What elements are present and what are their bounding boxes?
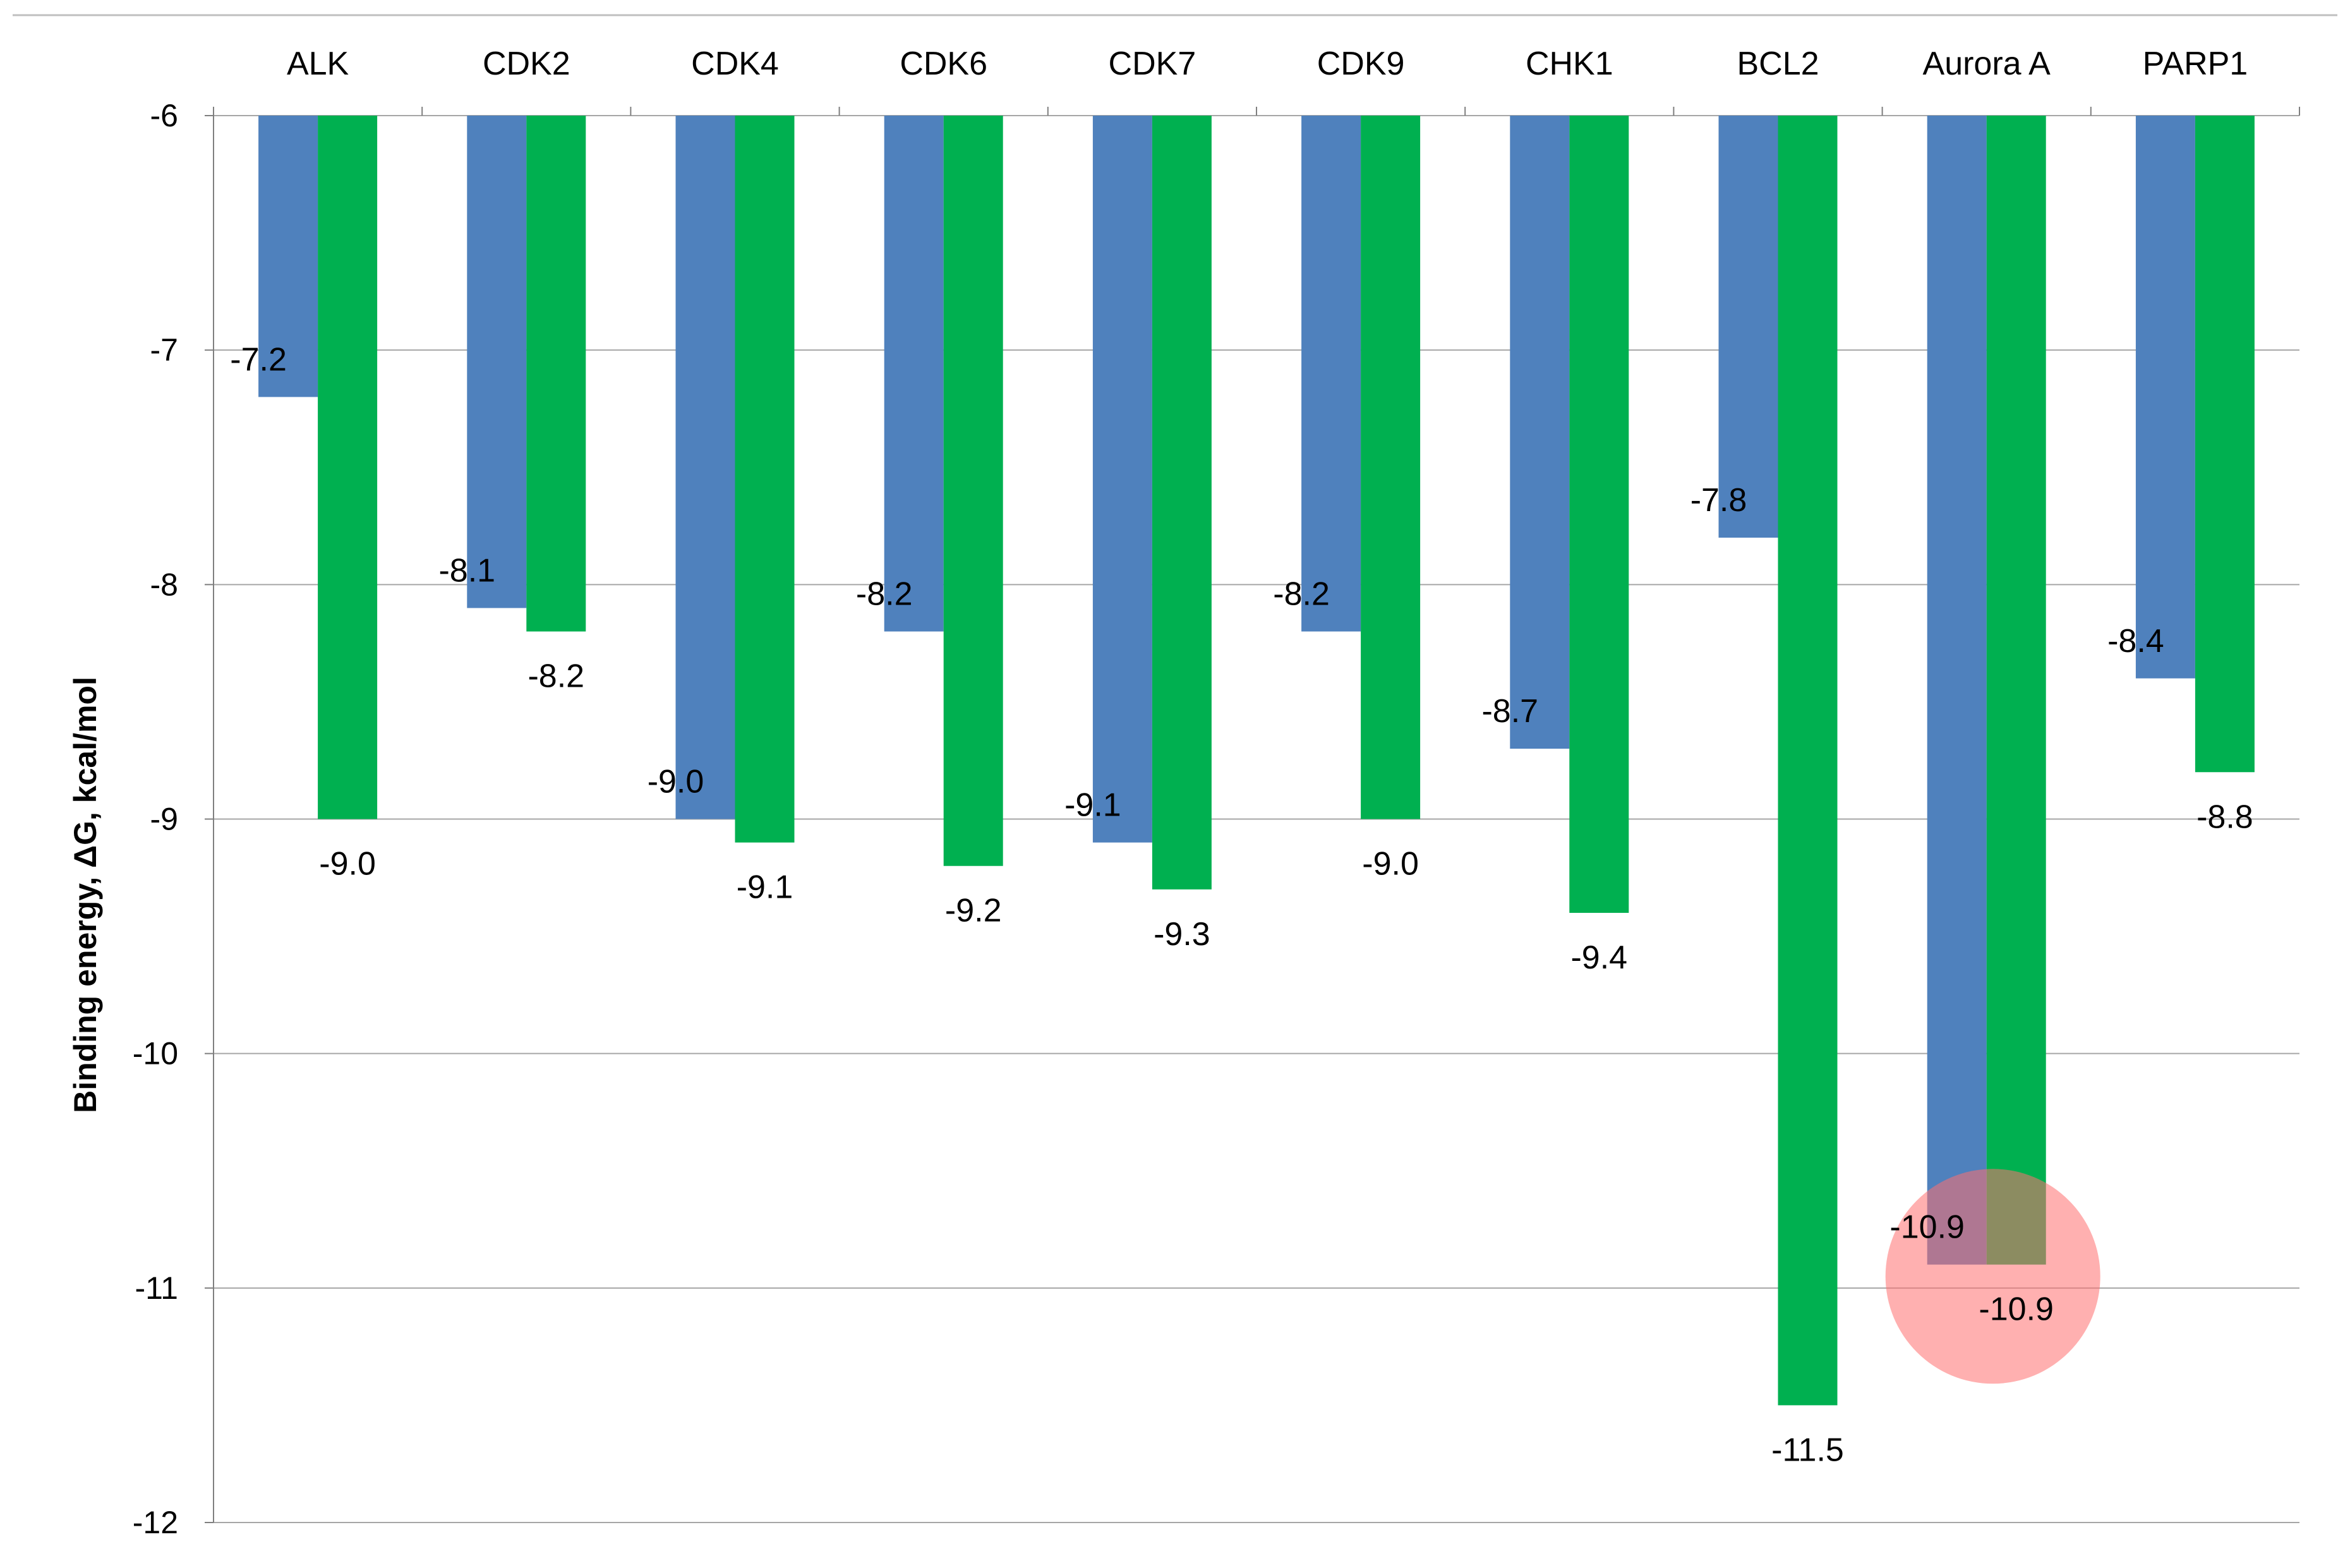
category-label: CDK6 bbox=[900, 45, 987, 82]
data-label-series-2: -10.9 bbox=[1979, 1291, 2054, 1328]
bar-green-aurora-a bbox=[1986, 116, 2046, 1265]
category-label: PARP1 bbox=[2143, 45, 2248, 82]
data-label-series-1: -9.1 bbox=[1064, 787, 1121, 824]
data-label-series-1: -7.2 bbox=[230, 341, 287, 378]
bar-green-cdk2 bbox=[526, 116, 586, 632]
category-label: CDK7 bbox=[1109, 45, 1196, 82]
bar-green-cdk7 bbox=[1152, 116, 1212, 890]
data-label-series-2: -9.2 bbox=[945, 893, 1002, 929]
data-label-series-2: -8.8 bbox=[2196, 799, 2253, 835]
y-tick-label: -6 bbox=[150, 98, 178, 133]
bar-green-alk bbox=[318, 116, 378, 819]
y-tick-label: -12 bbox=[133, 1505, 178, 1540]
bar-green-cdk4 bbox=[735, 116, 795, 843]
category-label: CDK4 bbox=[691, 45, 779, 82]
category-label: CDK9 bbox=[1317, 45, 1405, 82]
axes bbox=[13, 14, 2337, 1523]
bar-blue-aurora-a bbox=[1927, 116, 1987, 1265]
y-tick-label: -8 bbox=[150, 567, 178, 602]
data-label-series-2: -9.1 bbox=[737, 869, 793, 906]
data-label-series-2: -11.5 bbox=[1771, 1432, 1844, 1468]
data-label-series-1: -9.0 bbox=[648, 764, 704, 800]
bar-blue-cdk4 bbox=[675, 116, 735, 819]
y-tick-label: -9 bbox=[150, 802, 178, 837]
data-label-series-1: -10.9 bbox=[1889, 1209, 1965, 1246]
data-label-series-2: -9.0 bbox=[1362, 846, 1419, 883]
data-label-series-1: -8.2 bbox=[856, 576, 913, 613]
highlight-circle bbox=[1885, 1169, 2100, 1384]
bar-green-parp1 bbox=[2195, 116, 2255, 773]
data-label-series-1: -8.4 bbox=[2107, 623, 2164, 660]
data-label-series-1: -8.1 bbox=[438, 552, 495, 589]
y-tick-label: -11 bbox=[135, 1270, 178, 1306]
category-label: CHK1 bbox=[1526, 45, 1613, 82]
data-label-series-2: -9.4 bbox=[1570, 939, 1627, 976]
data-label-series-1: -7.8 bbox=[1690, 482, 1747, 519]
bar-blue-bcl2 bbox=[1718, 116, 1778, 538]
category-label: BCL2 bbox=[1737, 45, 1819, 82]
bar-green-bcl2 bbox=[1778, 116, 1838, 1406]
category-label: Aurora A bbox=[1923, 45, 2051, 82]
y-tick-label: -7 bbox=[150, 332, 178, 368]
category-label: CDK2 bbox=[483, 45, 570, 82]
data-label-series-2: -9.0 bbox=[319, 846, 376, 883]
bar-green-cdk9 bbox=[1361, 116, 1421, 819]
labels: -6 -7 -8 -9 -10 -11 -12 ALK CDK2 CDK4 CDK6 CDK7 CDK9… bbox=[68, 45, 2253, 1540]
y-axis-title: Binding energy, ΔG, kcal/mol bbox=[68, 677, 103, 1113]
bar-blue-cdk2 bbox=[467, 116, 527, 608]
bar-blue-cdk9 bbox=[1301, 116, 1361, 632]
highlight-layer bbox=[1885, 1169, 2100, 1384]
y-tick-label: -10 bbox=[133, 1036, 178, 1071]
data-label-series-1: -8.7 bbox=[1481, 693, 1538, 730]
data-label-series-2: -8.2 bbox=[527, 658, 584, 695]
bar-blue-cdk6 bbox=[884, 116, 944, 632]
data-label-series-1: -8.2 bbox=[1273, 576, 1330, 613]
category-label: ALK bbox=[287, 45, 349, 82]
data-label-series-2: -9.3 bbox=[1154, 916, 1210, 953]
bar-green-cdk6 bbox=[943, 116, 1003, 866]
bar-green-chk1 bbox=[1569, 116, 1629, 913]
bar-blue-cdk7 bbox=[1092, 116, 1152, 843]
bars bbox=[258, 116, 2255, 1406]
bar-blue-alk bbox=[258, 116, 318, 397]
bar-blue-parp1 bbox=[2135, 116, 2195, 678]
bar-blue-chk1 bbox=[1510, 116, 1570, 749]
